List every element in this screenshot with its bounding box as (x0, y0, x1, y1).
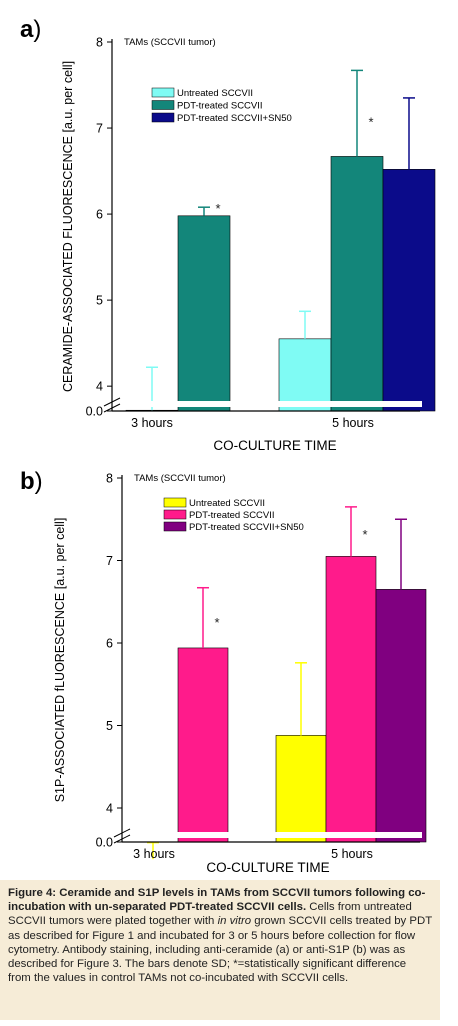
chart-panel-a: a) * * 0.0 4 5 6 7 8 3 hours 5 hours CO-CULTURE TI… (0, 0, 458, 460)
bar (275, 735, 327, 843)
bar (382, 169, 436, 412)
x-axis-label: CO-CULTURE TIME (213, 438, 336, 453)
y-tick-label: 7 (96, 122, 103, 136)
x-tick-label: 5 hours (332, 416, 374, 430)
caption-italic: in vitro (217, 915, 252, 928)
y-tick-label: 8 (106, 472, 113, 486)
chart-title: TAMs (SCCVII tumor) (124, 37, 216, 48)
bar (177, 215, 231, 412)
legend-label: PDT-treated SCCVII+SN50 (177, 113, 292, 124)
y-tick-label: 6 (106, 637, 113, 651)
y-tick-label: 6 (96, 208, 103, 222)
legend-label: PDT-treated SCCVII+SN50 (189, 522, 304, 533)
axis-break-gap (114, 401, 422, 407)
bar (278, 338, 332, 412)
significance-marker: * (214, 615, 219, 630)
legend-swatch (151, 100, 175, 110)
y-tick-label: 8 (96, 36, 103, 50)
panel-label-b: b) (20, 468, 43, 495)
significance-marker: * (362, 527, 367, 542)
caption-text-2: grown SCCVII cells treated by PDT as des… (8, 915, 432, 985)
x-tick-label: 3 hours (133, 847, 175, 861)
x-tick-label: 3 hours (131, 416, 173, 430)
significance-marker: * (215, 201, 220, 216)
axis-break-gap (124, 832, 422, 838)
chart-title: TAMs (SCCVII tumor) (134, 473, 226, 484)
bar (330, 156, 384, 412)
legend-swatch (163, 497, 187, 508)
legend-swatch (151, 87, 175, 98)
bar (375, 589, 427, 843)
y-tick-label: 5 (106, 719, 113, 733)
chart-a: * * 0.0 4 5 6 7 8 3 hours 5 hours CO-CULTURE TIME C… (61, 36, 436, 453)
legend-swatch (163, 509, 187, 520)
bar (325, 556, 377, 843)
y-tick-label: 5 (96, 294, 103, 308)
bar (177, 647, 229, 843)
legend-label: PDT-treated SCCVII (177, 101, 263, 112)
x-tick-label: 5 hours (331, 847, 373, 861)
significance-marker: * (368, 114, 373, 129)
legend-label: Untreated SCCVII (189, 498, 265, 509)
figure-caption: Figure 4: Ceramide and S1P levels in TAM… (0, 880, 440, 1020)
y-axis-label: S1P-ASSOCIATED fLUORESCENCE [a.u. per ce… (53, 518, 67, 803)
caption-text-1: Cells from untreated SCCVII tumors were … (8, 901, 412, 928)
axis-break-mark (103, 397, 121, 407)
legend-label: PDT-treated SCCVII (189, 510, 275, 521)
panel-label-a: a) (20, 16, 42, 43)
axis-break-mark (103, 403, 121, 413)
axis-break-mark (113, 828, 131, 838)
y-axis-label: CERAMIDE-ASSOCIATED FLUORESCENCE [a.u. p… (61, 61, 75, 392)
x-axis-label: CO-CULTURE TIME (206, 860, 329, 875)
chart-panel-b: b) * * 0.0 4 5 6 7 8 3 hours 5 hours CO-CULTURE TI… (0, 460, 458, 880)
axis-break-mark (113, 834, 131, 844)
y-tick-label: 0.0 (86, 405, 103, 419)
legend-swatch (151, 112, 175, 123)
y-tick-label: 0.0 (96, 836, 113, 850)
legend-label: Untreated SCCVII (177, 88, 253, 99)
legend-swatch (163, 521, 187, 532)
y-tick-label: 4 (96, 380, 103, 394)
caption-title: Figure 4: Ceramide and S1P levels in TAM… (8, 887, 426, 914)
y-tick-label: 7 (106, 554, 113, 568)
y-tick-label: 4 (106, 802, 113, 816)
